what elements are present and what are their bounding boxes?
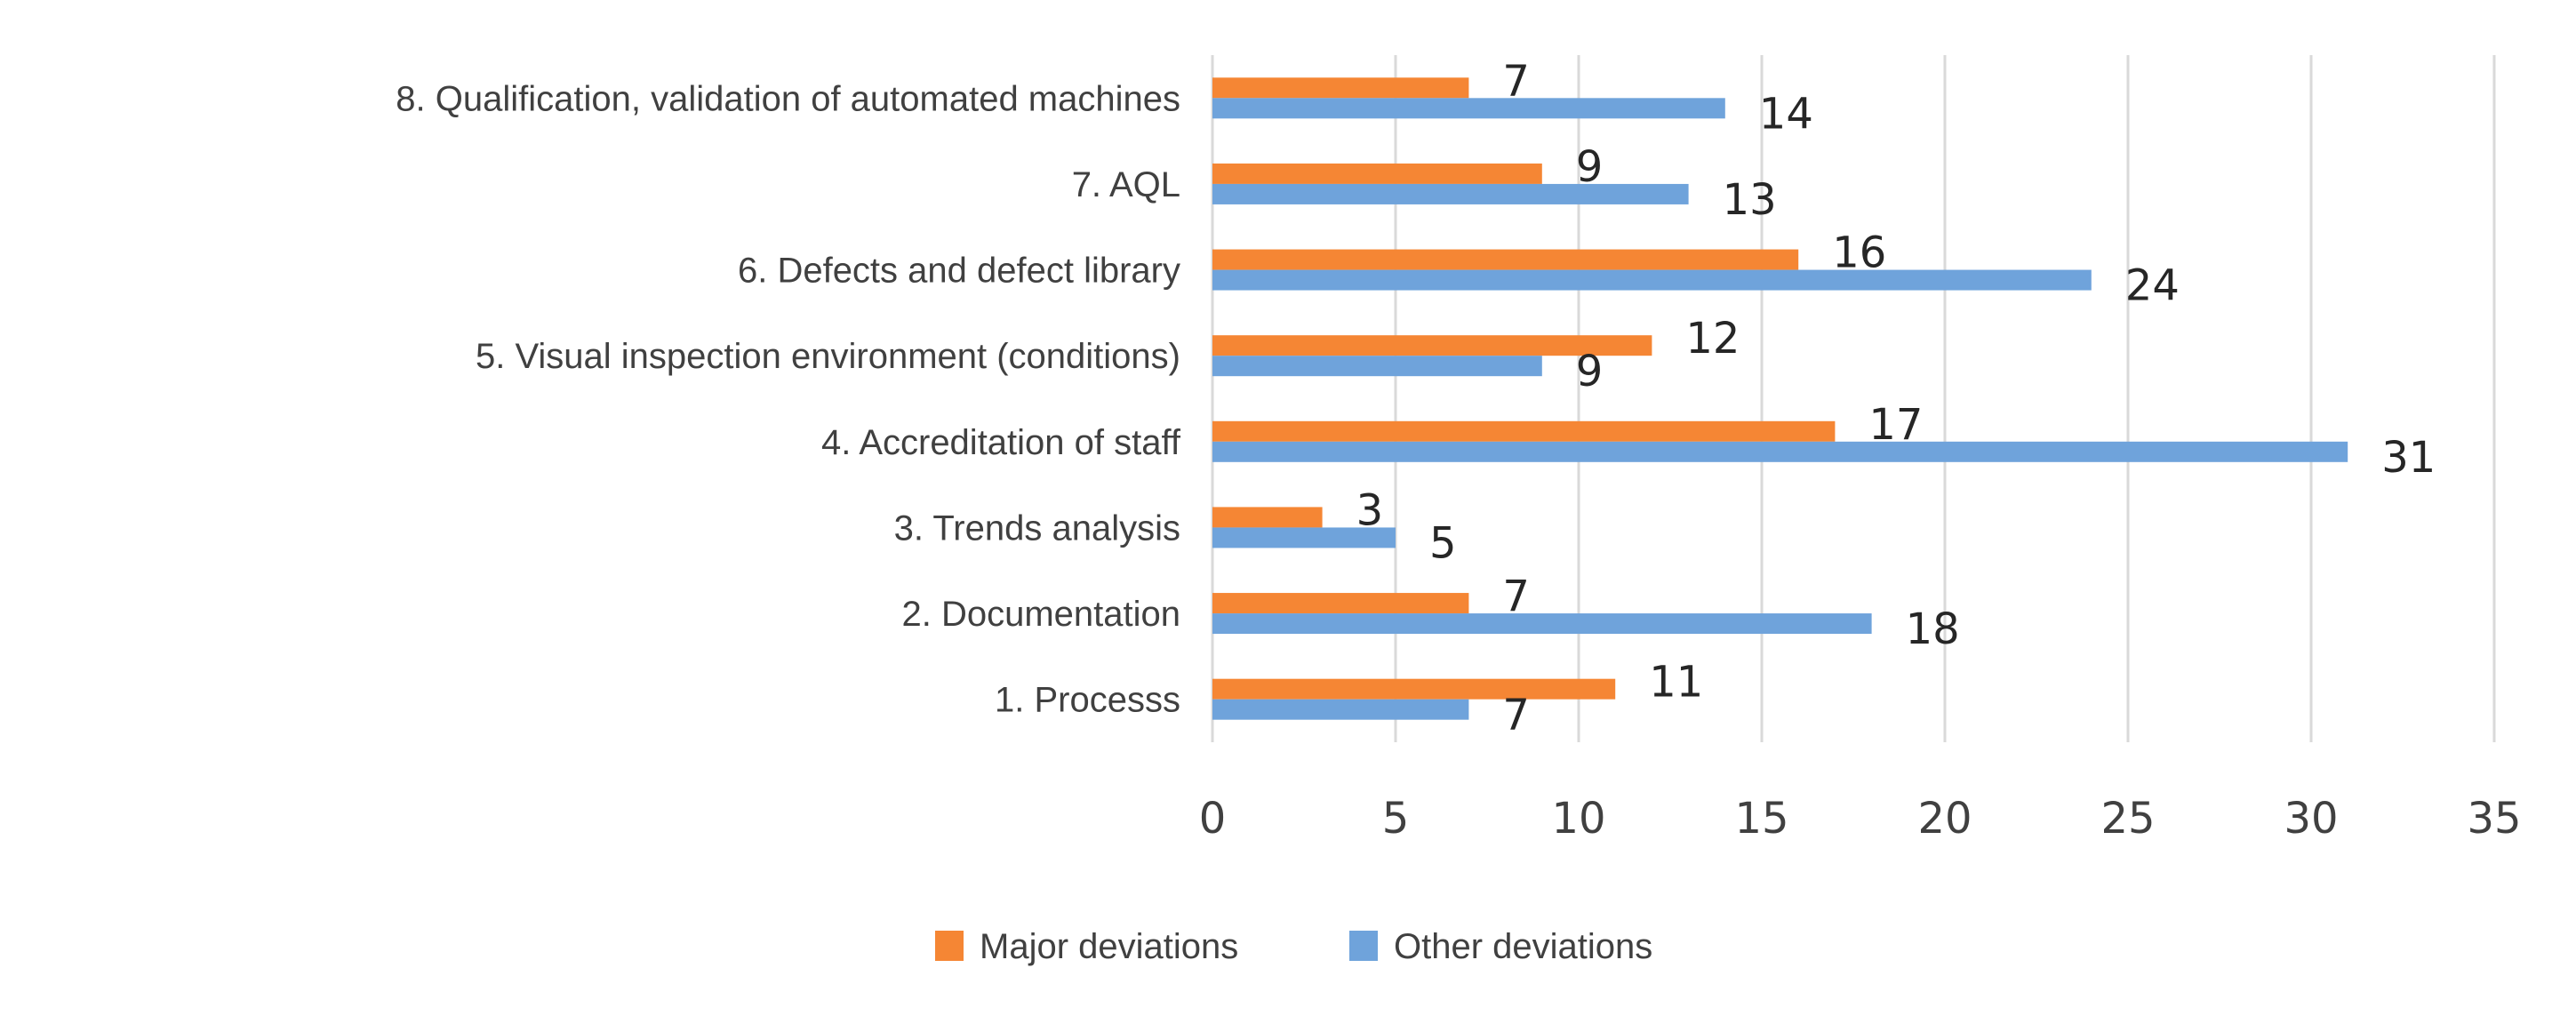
x-tick-label-20: 20 — [1917, 794, 1972, 844]
bar-other-5 — [1212, 356, 1542, 377]
bar-other-1 — [1212, 699, 1469, 720]
bar-major-1 — [1212, 678, 1616, 700]
x-tick-label-15: 15 — [1734, 794, 1788, 844]
category-label: 3. Trends analysis — [894, 508, 1180, 548]
category-label: 5. Visual inspection environment (condit… — [476, 337, 1180, 376]
data-label-major-1: 11 — [1649, 658, 1703, 708]
x-tick-label-0: 0 — [1199, 794, 1227, 844]
bar-other-7 — [1212, 183, 1689, 204]
bar-other-2 — [1212, 613, 1872, 635]
legend-swatch-other — [1349, 931, 1378, 961]
x-tick-label-10: 10 — [1551, 794, 1605, 844]
category-label: 8. Qualification, validation of automate… — [396, 79, 1180, 118]
bar-major-5 — [1212, 335, 1652, 356]
data-label-other-5: 9 — [1576, 347, 1604, 396]
data-label-other-3: 5 — [1429, 518, 1457, 568]
bar-major-6 — [1212, 249, 1799, 270]
grid-layer — [1211, 55, 2496, 742]
legend-label-major: Major deviations — [980, 927, 1238, 966]
bar-other-4 — [1212, 441, 2348, 462]
category-label: 7. AQL — [1072, 165, 1180, 204]
category-label: 2. Documentation — [901, 595, 1180, 634]
bar-major-3 — [1212, 507, 1323, 528]
data-label-major-5: 12 — [1685, 314, 1740, 364]
category-label: 6. Defects and defect library — [738, 252, 1180, 291]
bar-major-2 — [1212, 593, 1469, 614]
bar-other-3 — [1212, 527, 1396, 548]
category-label: 1. Processs — [995, 681, 1180, 720]
x-axis-tick-layer: 0 5 10 15 20 25 30 35 — [1199, 794, 2522, 844]
data-label-other-1: 7 — [1502, 691, 1530, 740]
data-label-major-4: 17 — [1868, 400, 1923, 450]
bar-layer — [1212, 77, 2348, 720]
legend: Major deviations Other deviations — [935, 927, 1652, 966]
data-label-other-7: 13 — [1723, 175, 1777, 225]
x-tick-label-30: 30 — [2284, 794, 2338, 844]
data-label-other-6: 24 — [2125, 261, 2180, 311]
category-label: 4. Accreditation of staff — [821, 423, 1181, 462]
data-label-other-4: 31 — [2381, 433, 2436, 483]
x-tick-label-25: 25 — [2100, 794, 2155, 844]
data-label-major-3: 3 — [1356, 485, 1384, 535]
bar-major-4 — [1212, 420, 1836, 442]
data-label-major-6: 16 — [1832, 228, 1886, 278]
data-label-other-8: 14 — [1759, 89, 1813, 139]
data-label-major-2: 7 — [1502, 572, 1530, 621]
bar-major-8 — [1212, 77, 1469, 99]
legend-swatch-major — [935, 931, 964, 961]
x-tick-label-5: 5 — [1382, 794, 1410, 844]
data-label-major-8: 7 — [1502, 56, 1530, 106]
x-tick-label-35: 35 — [2467, 794, 2521, 844]
bar-other-6 — [1212, 269, 2092, 291]
category-label-layer: 1. Processs 2. Documentation 3. Trends ana… — [396, 79, 1181, 719]
data-label-major-7: 9 — [1576, 142, 1604, 192]
bar-other-8 — [1212, 98, 1725, 119]
bar-major-7 — [1212, 163, 1542, 184]
data-label-layer: 11 7 7 18 35 17 31 12 9 16 24 9 13 7 14 — [1356, 56, 2436, 740]
legend-label-other: Other deviations — [1394, 927, 1652, 966]
data-label-other-2: 18 — [1906, 604, 1960, 654]
